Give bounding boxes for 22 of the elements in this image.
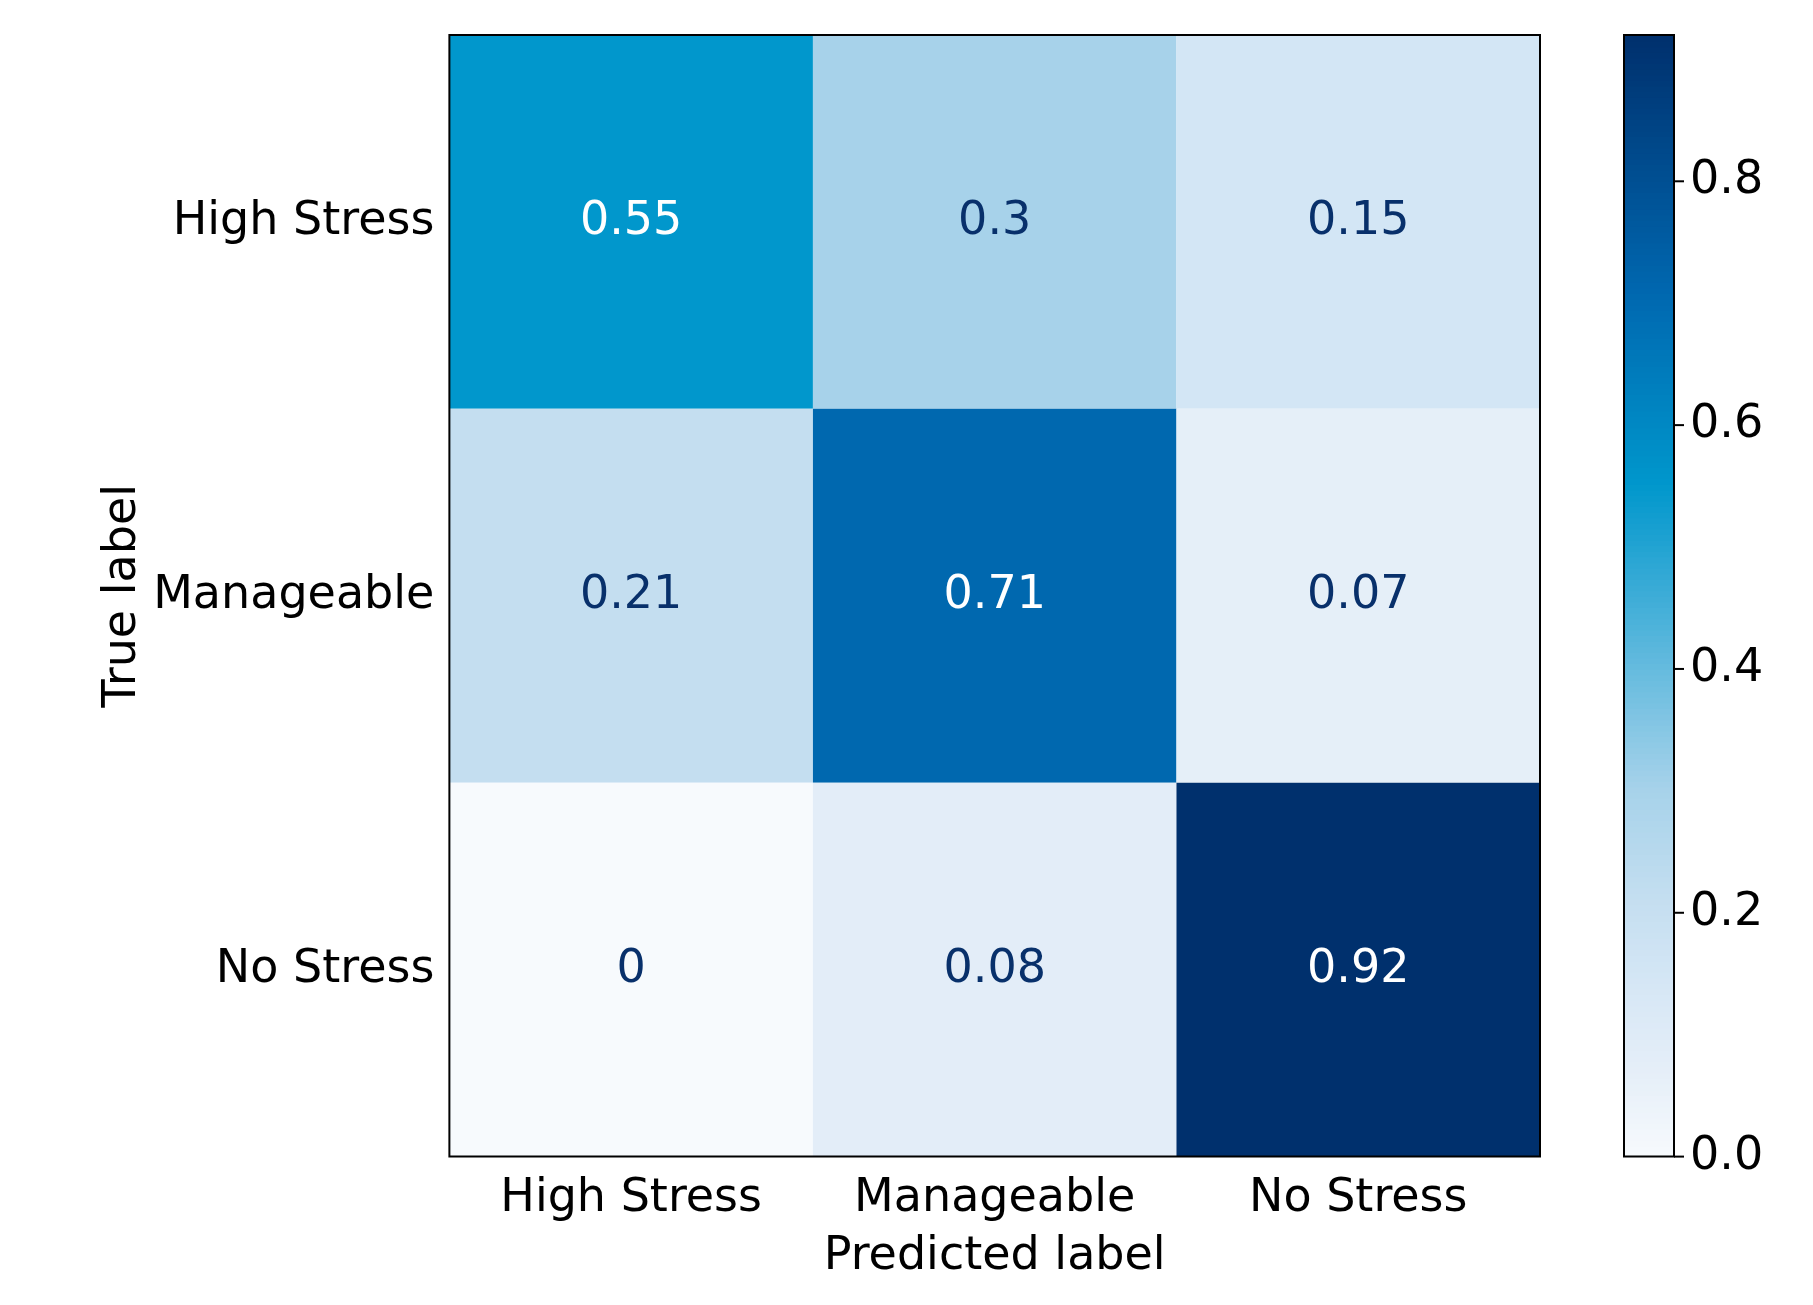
y-tick-label: High Stress bbox=[172, 190, 435, 245]
y-tick-label: No Stress bbox=[215, 938, 435, 993]
data-label: 0.21 bbox=[579, 564, 683, 619]
data-label: 0.3 bbox=[958, 190, 1032, 245]
color-bar-label: 0.8 bbox=[1690, 150, 1764, 205]
y-tick-label: Manageable bbox=[153, 564, 435, 619]
x-axis-title: Predicted label bbox=[823, 1226, 1166, 1281]
data-label: 0.71 bbox=[943, 564, 1046, 619]
color-bar-label: 0.2 bbox=[1690, 881, 1764, 936]
data-label: 0.08 bbox=[943, 938, 1046, 993]
data-label: 0.15 bbox=[1307, 190, 1410, 245]
data-label: 0.55 bbox=[579, 190, 683, 245]
color-bar-label: 0.6 bbox=[1690, 394, 1764, 449]
data-label: 0 bbox=[616, 938, 646, 993]
x-tick-label: Manageable bbox=[854, 1168, 1136, 1223]
data-label: 0.92 bbox=[1307, 938, 1410, 993]
x-tick-label: No Stress bbox=[1248, 1168, 1468, 1223]
color-bar-label: 0.0 bbox=[1690, 1125, 1764, 1180]
data-label: 0.07 bbox=[1307, 564, 1410, 619]
x-tick-label: High Stress bbox=[500, 1168, 763, 1223]
color-bar-label: 0.4 bbox=[1690, 637, 1764, 692]
y-axis-title: True label bbox=[91, 484, 146, 709]
